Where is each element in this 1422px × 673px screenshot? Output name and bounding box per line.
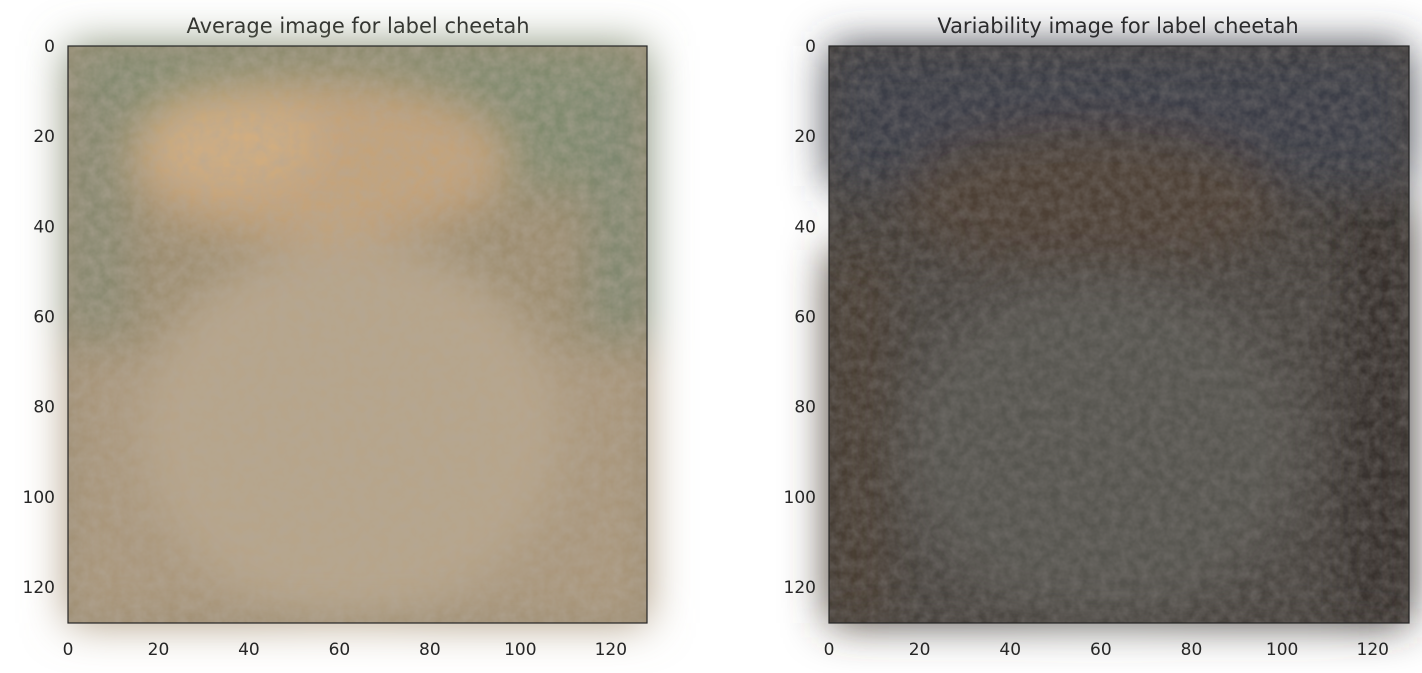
variability-image-y-tick-label: 0 <box>805 37 816 57</box>
average-image-ticks: 0 20 40 60 80 100 120 0 20 40 60 80 100 120 <box>23 37 627 660</box>
variability-image-ticks: 0 20 40 60 80 100 120 0 20 40 60 80 100 120 <box>784 37 1389 660</box>
variability-image-x-tick-label: 40 <box>999 640 1021 660</box>
variability-image-y-tick-label: 80 <box>794 398 816 418</box>
variability-image-y-tick-label: 120 <box>784 578 816 598</box>
average-image-axes-frame <box>67 45 648 624</box>
average-image-y-tick-label: 60 <box>33 307 55 327</box>
variability-image-panel: Variability image for label cheetah 0 20 4… <box>784 14 1410 660</box>
average-image-heatmap <box>68 46 647 623</box>
average-image-x-tick-label: 40 <box>238 640 260 660</box>
average-image-y-tick-label: 20 <box>33 127 55 147</box>
variability-image-x-tick-label: 0 <box>824 640 835 660</box>
variability-image-heatmap <box>829 46 1409 623</box>
average-image-x-tick-label: 100 <box>504 640 536 660</box>
average-image-y-tick-label: 80 <box>33 398 55 418</box>
average-image-y-tick-label: 0 <box>44 37 55 57</box>
variability-image-x-tick-label: 80 <box>1181 640 1203 660</box>
variability-image-axes-frame <box>828 45 1410 624</box>
average-image-x-tick-label: 20 <box>148 640 170 660</box>
variability-image-x-tick-label: 20 <box>909 640 931 660</box>
variability-image-y-tick-label: 40 <box>794 217 816 237</box>
average-image-x-tick-label: 80 <box>419 640 441 660</box>
average-image-title: Average image for label cheetah <box>186 14 529 38</box>
average-image-panel: Average image for label cheetah 0 20 40 60 8… <box>23 14 648 660</box>
average-image-x-tick-label: 60 <box>329 640 351 660</box>
variability-image-title: Variability image for label cheetah <box>937 14 1298 38</box>
variability-image-y-tick-label: 20 <box>794 127 816 147</box>
variability-image-x-tick-label: 60 <box>1090 640 1112 660</box>
average-image-y-tick-label: 120 <box>23 578 55 598</box>
average-image-y-tick-label: 100 <box>23 488 55 508</box>
average-image-x-tick-label: 120 <box>595 640 627 660</box>
variability-image-x-tick-label: 120 <box>1357 640 1389 660</box>
variability-image-x-tick-label: 100 <box>1266 640 1298 660</box>
variability-image-y-tick-label: 60 <box>794 307 816 327</box>
average-image-x-tick-label: 0 <box>63 640 74 660</box>
variability-image-y-tick-label: 100 <box>784 488 816 508</box>
average-image-y-tick-label: 40 <box>33 217 55 237</box>
